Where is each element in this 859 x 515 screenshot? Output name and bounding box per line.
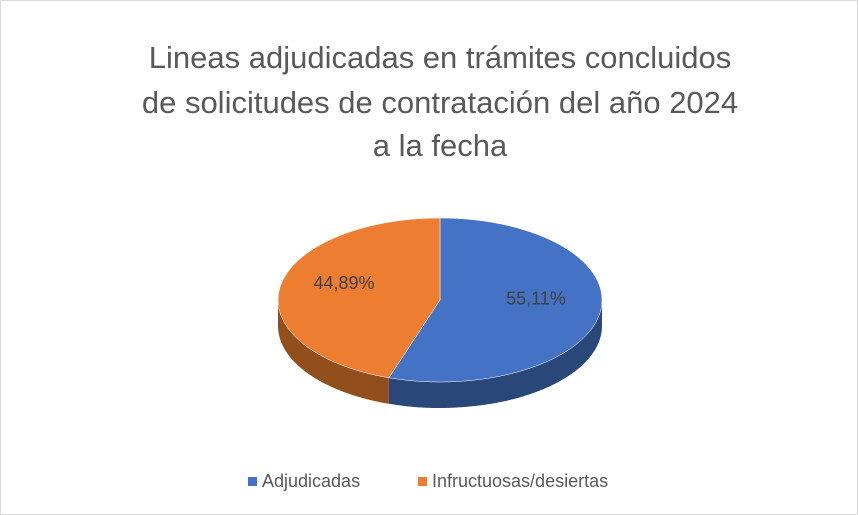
legend-swatch (248, 477, 257, 486)
chart-title: de solicitudes de contratación del año 2… (142, 85, 738, 120)
legend-label: Adjudicadas (262, 471, 360, 491)
slice (388, 217, 603, 383)
data-label: 55,11% (506, 289, 566, 309)
slice (277, 217, 441, 379)
chart-title: Lineas adjudicadas en trámites concluido… (149, 40, 731, 75)
slice-side (278, 300, 389, 404)
legend-swatch (418, 477, 427, 486)
slice-side (388, 300, 602, 408)
data-label: 44,89% (314, 273, 375, 293)
chart-title: a la fecha (373, 128, 508, 163)
legend-label: Infructuosas/desiertas (432, 471, 608, 491)
